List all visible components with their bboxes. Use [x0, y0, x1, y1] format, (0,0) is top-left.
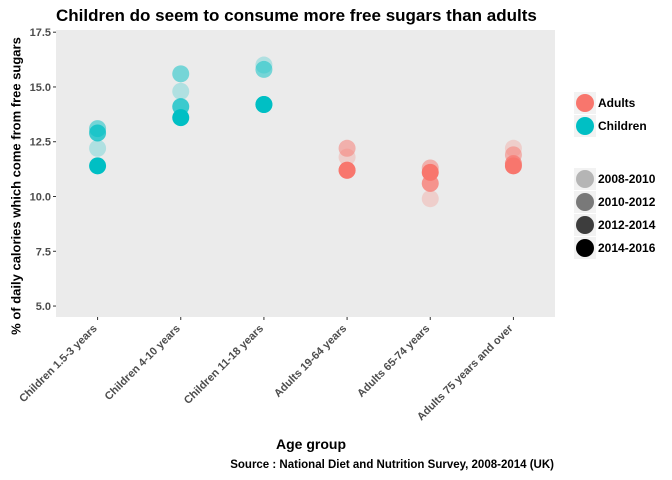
- data-point: [255, 95, 273, 113]
- x-tick-label: Children 1.5-3 years: [17, 323, 99, 405]
- data-point: [89, 124, 107, 142]
- data-point: [338, 139, 356, 157]
- data-point: [89, 157, 107, 175]
- legend-dot-2012-2014: [576, 216, 594, 234]
- x-tick-label: Adults 65-74 years: [355, 323, 432, 400]
- data-point: [338, 161, 356, 179]
- y-axis-label: % of daily calories which come from free…: [8, 37, 24, 335]
- y-tick-label: 5.0: [36, 301, 51, 313]
- legend-label: 2014-2016: [598, 241, 656, 255]
- data-point: [255, 60, 273, 78]
- data-point: [504, 157, 522, 175]
- legend-dot-2008-2010: [576, 170, 594, 188]
- data-point: [172, 109, 190, 127]
- x-tick-label: Children 4-10 years: [103, 323, 183, 403]
- data-point: [172, 82, 190, 100]
- data-point: [421, 163, 439, 181]
- x-tick-label: Adults 75 years and over: [415, 322, 516, 423]
- chart-title: Children do seem to consume more free su…: [56, 6, 537, 25]
- y-tick-label: 7.5: [36, 246, 51, 258]
- data-point: [172, 65, 190, 83]
- y-tick-label: 10.0: [30, 192, 51, 204]
- y-tick-label: 12.5: [30, 137, 51, 149]
- data-point: [421, 190, 439, 208]
- legend-label: 2008-2010: [598, 172, 656, 186]
- legend-label: 2012-2014: [598, 218, 656, 232]
- legend-dot-adults: [576, 94, 594, 112]
- data-point: [89, 139, 107, 157]
- legend-key: [574, 168, 596, 190]
- x-tick-label: Adults 19-64 years: [272, 323, 349, 400]
- x-tick-label: Children 11-18 years: [182, 323, 266, 407]
- legend-dot-children: [576, 117, 594, 135]
- plot-panel: [56, 30, 555, 317]
- legend-dot-2014-2016: [576, 239, 594, 257]
- legend-label: 2010-2012: [598, 195, 656, 209]
- legend-label: Adults: [598, 96, 636, 110]
- x-axis-label: Age group: [276, 436, 346, 452]
- legend-label: Children: [598, 119, 647, 133]
- source-caption: Source : National Diet and Nutrition Sur…: [230, 459, 554, 471]
- y-tick-label: 15.0: [30, 82, 51, 94]
- legend-dot-2010-2012: [576, 193, 594, 211]
- y-tick-label: 17.5: [30, 27, 51, 39]
